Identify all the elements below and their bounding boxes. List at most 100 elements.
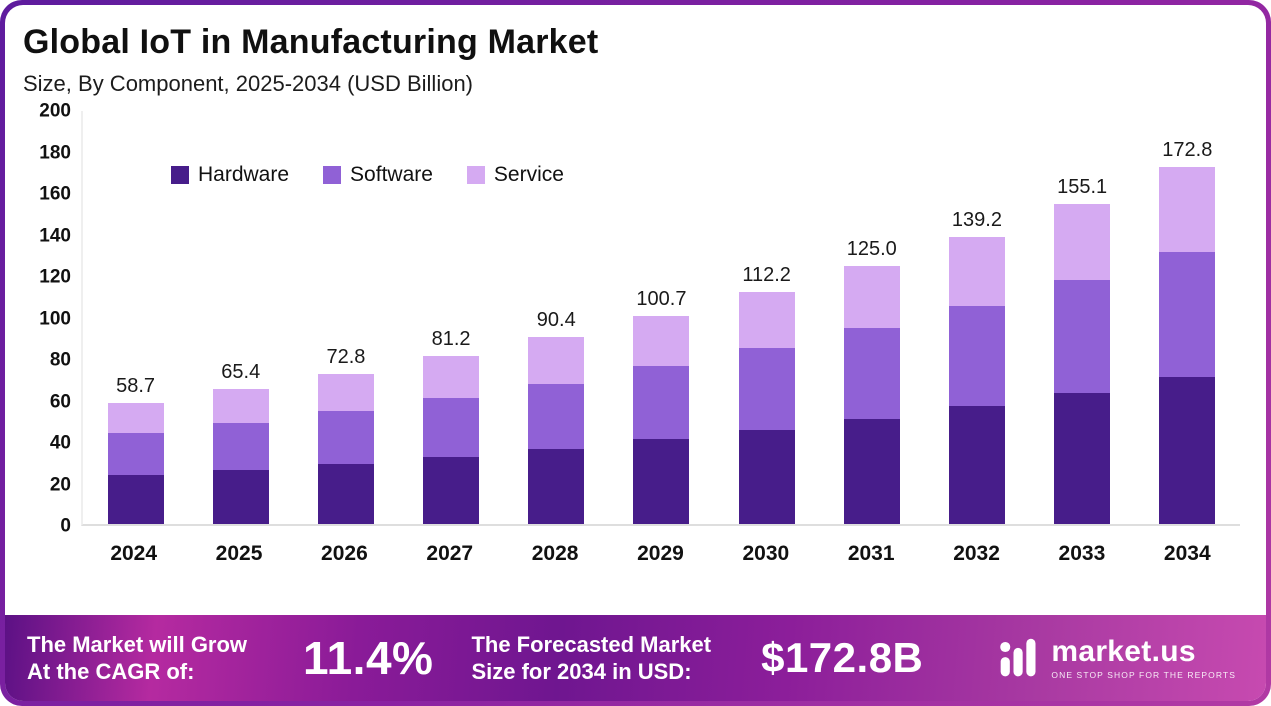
bar-value-label: 100.7 — [636, 288, 687, 311]
bar-segment-service — [1159, 167, 1216, 253]
bar-segment-service — [738, 292, 795, 349]
bar-segment-service — [633, 316, 690, 367]
bar-segment-hardware — [107, 475, 164, 524]
x-tick-label: 2026 — [321, 542, 368, 565]
bar-segment-hardware — [528, 448, 585, 524]
forecast-value: $172.8B — [761, 634, 924, 681]
bar-group-2028: 90.4 — [504, 111, 609, 524]
bar-segment-service — [317, 373, 374, 412]
bar-value-label: 72.8 — [326, 345, 366, 368]
bar-value-label: 65.4 — [221, 360, 261, 383]
x-tick-label: 2030 — [742, 542, 790, 565]
bar-group-2034: 172.8 — [1135, 111, 1240, 524]
bar-segment-software — [948, 306, 1005, 407]
legend-label: Software — [350, 163, 433, 186]
bar-value-label: 90.4 — [536, 309, 576, 332]
y-tick-label: 180 — [39, 142, 71, 163]
bar-group-2029: 100.7 — [609, 111, 714, 524]
forecast-label: The Forecasted Market Size for 2034 in U… — [471, 631, 711, 686]
y-tick-label: 160 — [39, 183, 71, 205]
bars: 58.7 65.4 72.8 81.2 90.4 100.7 112.2 125.0 139.2… — [83, 111, 1240, 524]
brand-name: market.us — [1051, 634, 1196, 668]
bar-value-label: 125.0 — [846, 237, 897, 260]
y-tick-label: 20 — [49, 474, 71, 495]
legend-swatch — [323, 166, 342, 184]
x-tick-label: 2034 — [1163, 542, 1211, 565]
bar-value-label: 112.2 — [742, 264, 791, 287]
plot-area: Hardware Software Service 58.7 65.4 72.8 81.2… — [81, 111, 1240, 526]
x-tick-label: 2032 — [953, 542, 1000, 565]
cagr-label: The Market will Grow At the CAGR of: — [27, 631, 247, 686]
page-title: Global IoT in Manufacturing Market — [23, 23, 599, 61]
y-tick-label: 60 — [49, 391, 71, 412]
bar-segment-hardware — [633, 439, 690, 524]
bar-segment-service — [1054, 203, 1111, 281]
bar-value-label: 81.2 — [431, 328, 471, 351]
legend-item-hardware: Hardware — [171, 163, 289, 187]
bar-group-2030: 112.2 — [714, 111, 819, 524]
bar-group-2032: 139.2 — [924, 111, 1029, 524]
header: Global IoT in Manufacturing Market Size,… — [5, 5, 1266, 97]
bar-group-2026: 72.8 — [293, 111, 398, 524]
legend-swatch — [466, 166, 485, 184]
cagr-label-line1: The Market will Grow — [27, 631, 248, 657]
x-tick-label: 2025 — [215, 542, 263, 565]
forecast-label-line2: Size for 2034 in USD: — [471, 659, 692, 684]
bar-segment-hardware — [738, 430, 795, 524]
brand-tagline: ONE STOP SHOP FOR THE REPORTS — [1051, 669, 1236, 680]
bar-segment-hardware — [212, 470, 269, 524]
bar-group-2027: 81.2 — [399, 111, 504, 524]
y-tick-label: 140 — [39, 225, 71, 246]
cagr-label-line2: At the CAGR of: — [27, 659, 195, 684]
chart-section: 0 20 40 60 80 100 120 140 160 180 200 Hardware Soft… — [5, 97, 1266, 615]
bar-group-2025: 65.4 — [188, 111, 293, 524]
x-tick-label: 2027 — [426, 542, 474, 565]
legend-label: Service — [493, 163, 564, 186]
bar-segment-hardware — [423, 456, 480, 524]
chart-row: 0 20 40 60 80 100 120 140 160 180 200 Hardware Soft… — [15, 102, 1240, 536]
page-inner: Global IoT in Manufacturing Market Size,… — [5, 5, 1266, 701]
bar-segment-hardware — [843, 418, 900, 524]
x-tick-label: 2028 — [531, 542, 579, 565]
brand: market.us ONE STOP SHOP FOR THE REPORTS — [997, 636, 1236, 680]
bar-segment-hardware — [1054, 392, 1111, 524]
bar-segment-software — [1159, 252, 1216, 378]
legend-item-software: Software — [323, 163, 433, 187]
bar-group-2024: 58.7 — [83, 111, 188, 524]
bar-segment-software — [317, 411, 374, 465]
bar-segment-software — [212, 422, 269, 471]
bar-segment-service — [212, 388, 269, 423]
page-subtitle: Size, By Component, 2025-2034 (USD Billi… — [23, 71, 474, 96]
bar-group-2033: 155.1 — [1030, 111, 1135, 524]
y-axis: 0 20 40 60 80 100 120 140 160 180 200 — [15, 102, 81, 536]
bar-segment-software — [633, 366, 690, 440]
bar-segment-service — [528, 337, 585, 384]
marketus-logo-icon — [1000, 638, 1036, 677]
x-tick-label: 2033 — [1058, 542, 1106, 565]
bar-segment-service — [843, 265, 900, 328]
bar-segment-software — [1054, 280, 1111, 393]
y-tick-label: 0 — [60, 515, 71, 537]
brand-text: market.us ONE STOP SHOP FOR THE REPORTS — [1051, 634, 1236, 680]
bar-segment-software — [107, 433, 164, 476]
legend-item-service: Service — [466, 163, 564, 187]
y-tick-label: 40 — [49, 432, 71, 454]
forecast-label-line1: The Forecasted Market — [471, 631, 712, 657]
bar-value-label: 155.1 — [1057, 175, 1108, 198]
y-tick-label: 100 — [39, 308, 71, 329]
bar-segment-service — [948, 236, 1005, 307]
legend: Hardware Software Service — [171, 163, 564, 187]
legend-label: Hardware — [198, 163, 290, 186]
bar-segment-hardware — [948, 406, 1005, 524]
bar-segment-software — [423, 398, 480, 457]
bar-value-label: 139.2 — [951, 208, 1002, 231]
bar-group-2031: 125.0 — [819, 111, 924, 524]
x-tick-label: 2031 — [847, 542, 895, 565]
bar-segment-service — [423, 356, 480, 399]
bar-segment-hardware — [1159, 377, 1216, 524]
legend-swatch — [171, 166, 189, 184]
bar-segment-hardware — [317, 464, 374, 524]
bar-segment-service — [107, 402, 164, 434]
x-tick-label: 2029 — [637, 542, 684, 565]
